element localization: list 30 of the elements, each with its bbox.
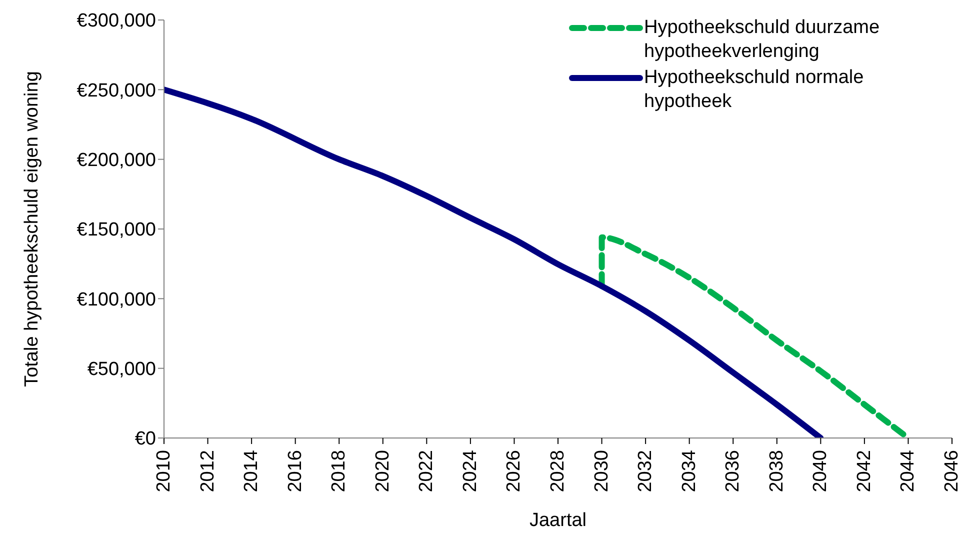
- x-tick-label: 2040: [810, 450, 832, 492]
- x-tick-label: 2022: [416, 450, 438, 492]
- x-tick-label: 2028: [548, 450, 568, 492]
- y-tick-label: €150,000: [76, 220, 156, 241]
- x-tick-label: 2044: [898, 450, 919, 492]
- x-tick-label: 2032: [635, 450, 656, 492]
- y-tick-label: €100,000: [76, 289, 156, 310]
- legend-label: Hypotheekschuld normale hypotheek: [644, 66, 865, 114]
- x-tick-label: 2042: [854, 450, 875, 492]
- legend-label: Hypotheekschuld duurzame hypotheekverlenging: [644, 16, 881, 64]
- x-tick-label: 2014: [241, 450, 262, 492]
- x-tick-label: 2046: [942, 450, 962, 492]
- x-tick-label: 2030: [591, 450, 612, 492]
- x-tick-label: 2012: [197, 450, 218, 492]
- y-tick-label: €300,000: [76, 10, 156, 32]
- x-tick-label: 2034: [678, 450, 700, 492]
- x-tick-label: 2026: [504, 450, 525, 492]
- y-tick-label: €0: [134, 428, 156, 450]
- x-tick-label: 2018: [328, 450, 350, 492]
- y-tick-label: €250,000: [76, 80, 156, 102]
- y-tick-label: €200,000: [76, 150, 156, 172]
- x-tick-label: 2038: [766, 450, 788, 492]
- x-tick-label: 2020: [372, 450, 394, 492]
- y-tick-label: €50,000: [87, 359, 156, 380]
- x-tick-label: 2036: [722, 450, 744, 492]
- x-axis-title: Jaartal: [529, 510, 587, 531]
- x-tick-label: 2016: [284, 450, 306, 492]
- y-axis-title: Totale hypotheekschuld eigen woning: [22, 71, 42, 387]
- x-tick-label: 2010: [154, 450, 174, 492]
- x-tick-label: 2024: [460, 450, 481, 492]
